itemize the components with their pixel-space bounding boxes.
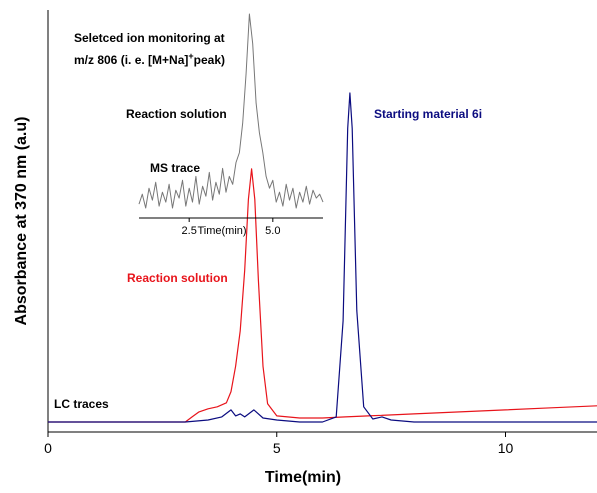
sim-label-superscript: +	[188, 51, 193, 61]
inset-series-line-ms-trace	[138, 13, 324, 209]
series-line-reaction-solution	[48, 168, 597, 423]
inset-series	[138, 13, 324, 209]
y-axis-label: Absorbance at 370 nm (a.u)	[13, 117, 30, 326]
sim-label-prefix: m/z 806 (i. e. [M+Na]	[74, 53, 188, 67]
ms-trace-label: MS trace	[150, 161, 200, 175]
x-axis-label: Time(min)	[265, 469, 341, 486]
reaction-solution-lc-label: Reaction solution	[127, 271, 228, 285]
main-axes: 0 5 10 Time(min) Absorbance at 370 nm (a.u…	[13, 10, 597, 486]
starting-material-label: Starting material 6i	[374, 107, 482, 121]
series-line-starting-material-6i	[48, 92, 597, 423]
inset-x-axis-label: Time(min)	[197, 225, 246, 237]
lc-traces-label: LC traces	[54, 397, 109, 411]
sim-label-line2: m/z 806 (i. e. [M+Na]+peak)	[74, 51, 225, 67]
inset-x-tick-label-5-0: 5.0	[265, 225, 280, 237]
sim-label-line1: Seletced ion monitoring at	[74, 31, 225, 45]
x-ticks: 0 5 10	[44, 432, 513, 456]
inset-x-tick-label-2-5: 2.5	[182, 225, 197, 237]
inset-x-ticks: 2.5 5.0	[182, 218, 280, 237]
x-tick-label-10: 10	[498, 440, 514, 456]
x-tick-label-5: 5	[273, 440, 281, 456]
inset-reaction-solution-label: Reaction solution	[126, 107, 227, 121]
sim-label-suffix: peak)	[194, 53, 225, 67]
inset-chart: 2.5 5.0 Time(min) Seletced ion monitoring…	[74, 13, 324, 237]
main-series	[48, 92, 597, 423]
x-tick-label-0: 0	[44, 440, 52, 456]
